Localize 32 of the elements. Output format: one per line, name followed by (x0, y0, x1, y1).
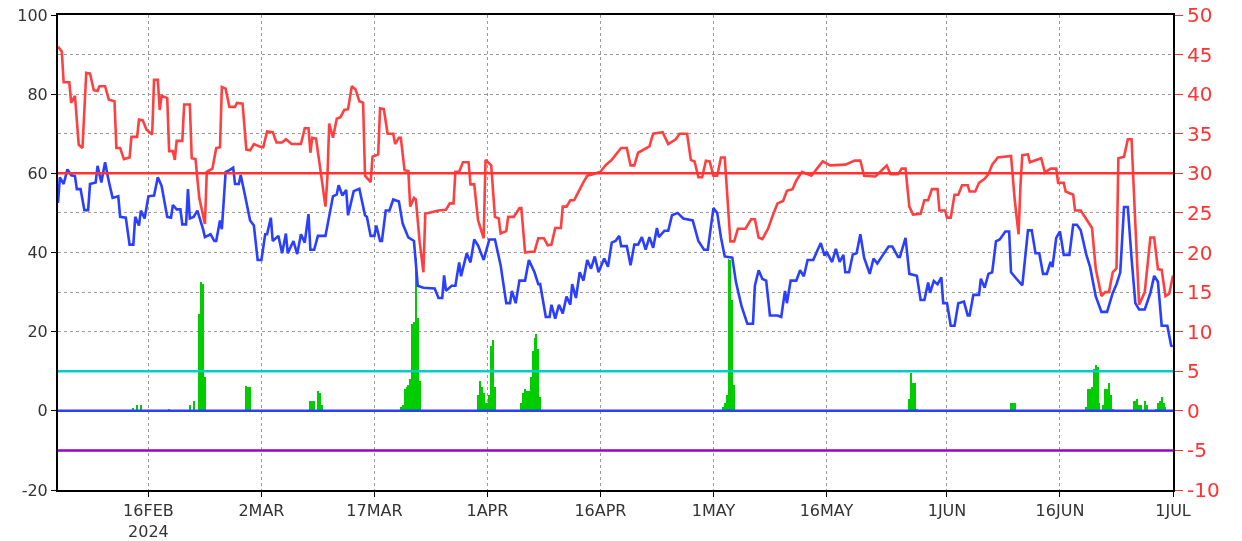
x-tick-label: 16JUN (1035, 501, 1085, 521)
y-tick-label: 0 (37, 401, 48, 421)
y2-tick-label: -5 (1187, 438, 1207, 463)
y2-tick-label: 45 (1187, 42, 1213, 67)
y2-tick-label: 35 (1187, 121, 1213, 146)
line-series (58, 160, 1173, 348)
x-tick-label: 1MAY (691, 501, 736, 521)
y2-tick-label: 30 (1187, 161, 1213, 186)
x-tick-label: 16FEB 2024 (123, 501, 174, 541)
y2-tick-label: 25 (1187, 200, 1213, 225)
y2-tick-label: 50 (1187, 3, 1213, 27)
x-tick-label: 1APR (466, 501, 509, 521)
y2-tick-label: 15 (1187, 280, 1213, 305)
x-tick-label: 1JUN (927, 501, 967, 521)
x-tick-label: 17MAR (346, 501, 403, 521)
y2-tick-label: 40 (1187, 82, 1213, 107)
y2-tick-label: 20 (1187, 240, 1213, 265)
x-tick-label: 1JUL (1155, 501, 1191, 521)
y-tick-label: 20 (27, 322, 48, 342)
y2-tick-label: 5 (1187, 359, 1200, 384)
y-tick-label: 100 (17, 5, 48, 25)
x-tick-label: 16MAY (799, 501, 854, 521)
y-tick-label: -20 (21, 480, 48, 500)
x-tick-label: 16APR (574, 501, 627, 521)
y-tick-label: 40 (27, 243, 48, 263)
y-tick-label: 60 (27, 163, 48, 183)
line-series (58, 45, 1173, 307)
y2-tick-label: -10 (1187, 478, 1220, 502)
y-tick-label: 80 (27, 84, 48, 104)
x-tick-label: 2MAR (238, 501, 285, 521)
y2-tick-label: 10 (1187, 319, 1213, 344)
y2-tick-label: 0 (1187, 398, 1200, 423)
